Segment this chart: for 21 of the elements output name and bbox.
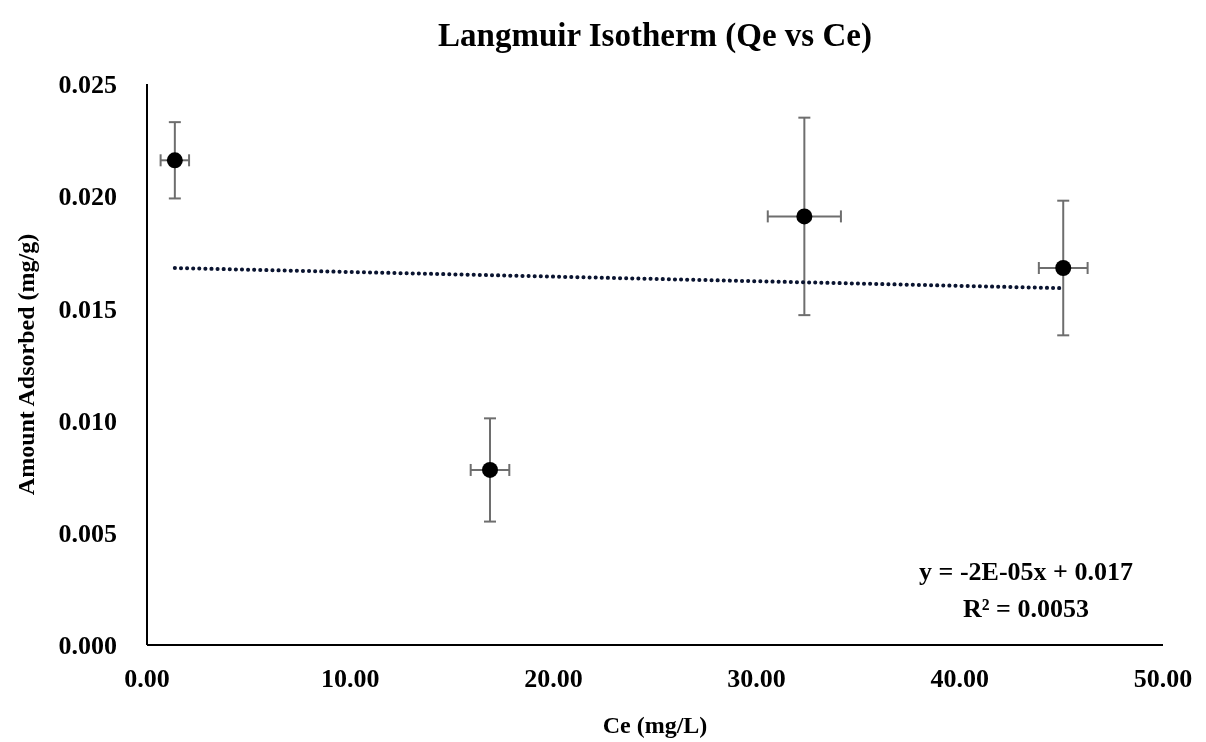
point: [482, 461, 498, 478]
x-tick-label: 30.00: [727, 664, 786, 693]
y-tick-label: 0.025: [58, 70, 117, 100]
y-tick-label: 0.000: [58, 631, 117, 661]
point: [166, 152, 183, 169]
chart-title: Langmuir Isotherm (Qe vs Ce): [438, 17, 872, 54]
y-tick-label: 0.020: [58, 182, 117, 212]
x-tick-label: 0.00: [124, 664, 170, 693]
y-tick-label: 0.015: [58, 294, 117, 324]
y-axis-title: Amount Adsorbed (mg/g): [13, 233, 39, 496]
x-tick-label: 20.00: [524, 664, 583, 693]
x-tick-label: 40.00: [930, 664, 990, 693]
point: [1055, 260, 1072, 277]
y-tick-label: 0.010: [58, 406, 117, 436]
annotation: y = -2E-05x + 0.017: [919, 557, 1133, 586]
annotation: R² = 0.0053: [963, 594, 1089, 623]
x-tick-label: 10.00: [320, 664, 380, 693]
y-tick-label: 0.005: [58, 518, 117, 548]
x-tick-label: 50.00: [1133, 664, 1193, 693]
point: [796, 208, 813, 225]
x-axis-title: Ce (mg/L): [602, 712, 708, 738]
